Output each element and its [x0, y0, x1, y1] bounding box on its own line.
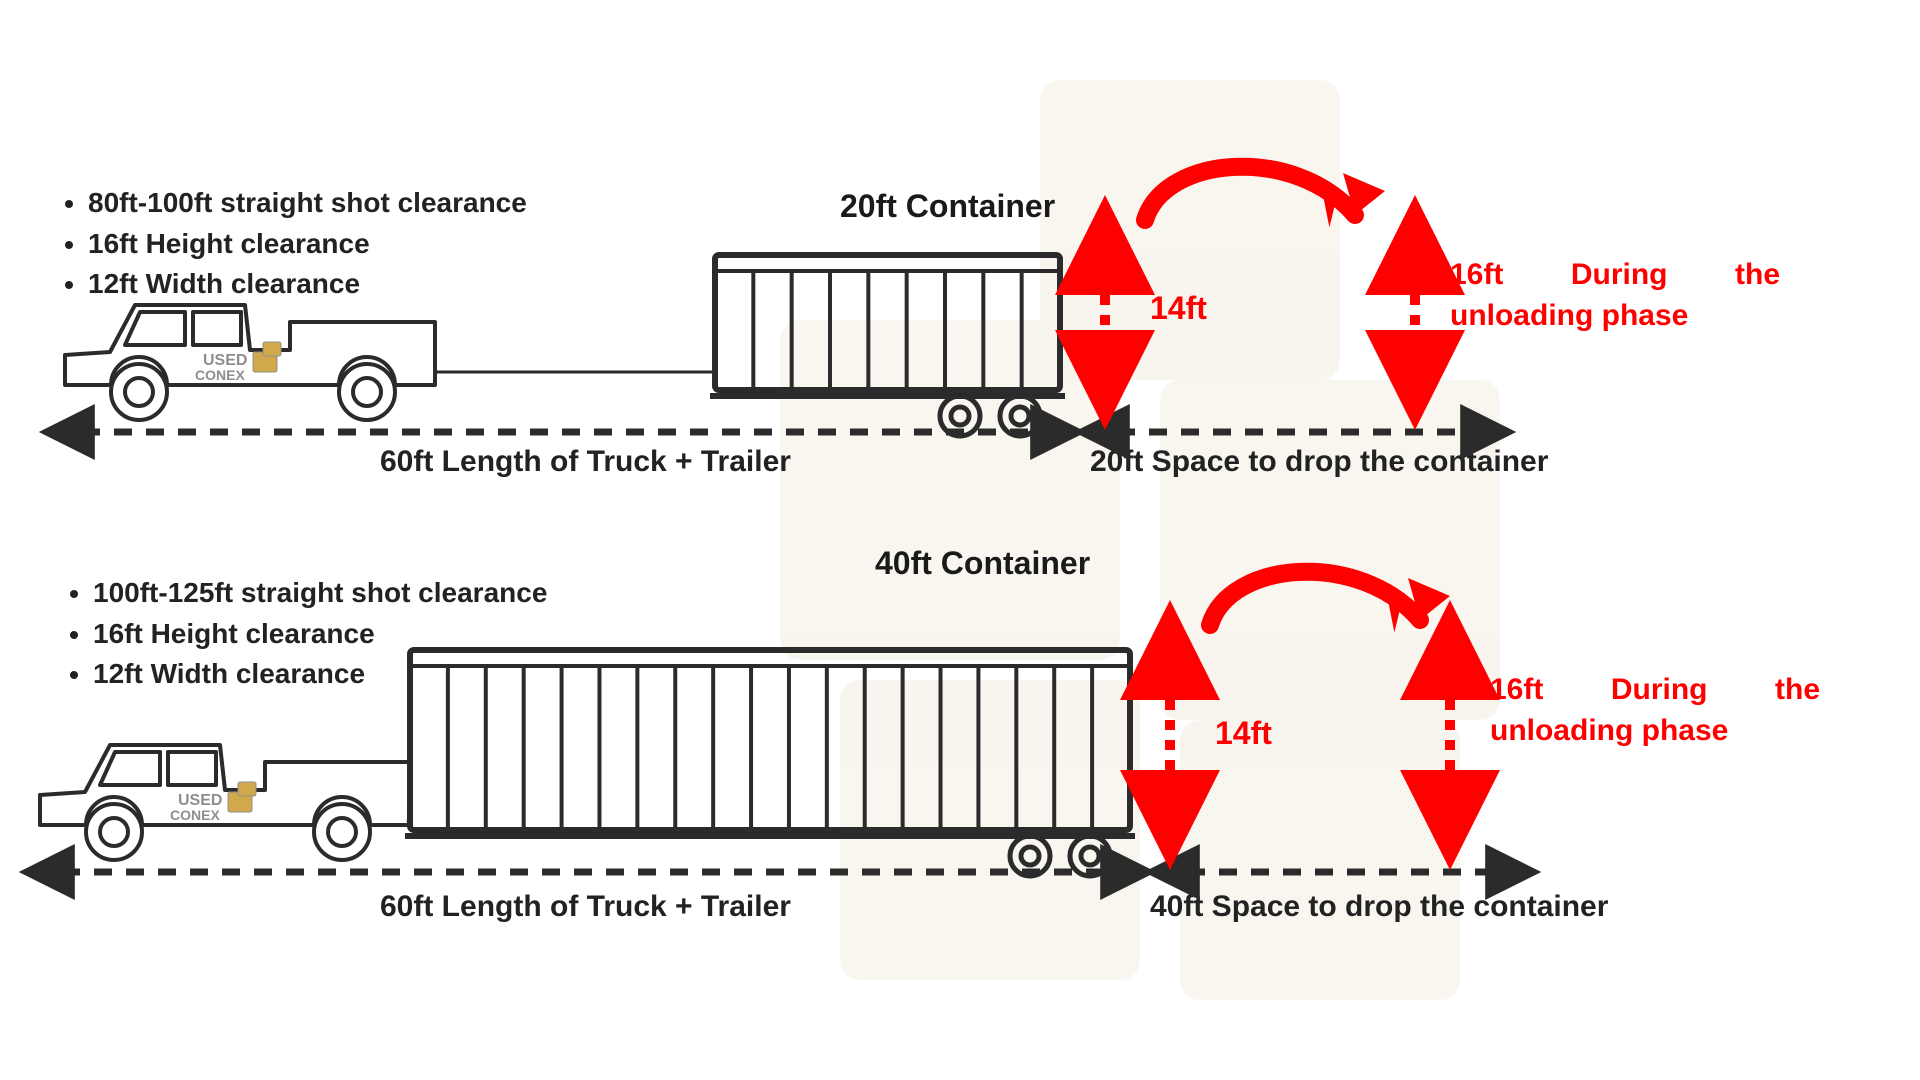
svg-text:CONEX: CONEX — [170, 807, 220, 823]
truck-icon: USEDCONEX — [40, 745, 410, 860]
diagram-stage: 80ft-100ft straight shot clearance 16ft … — [0, 0, 1920, 1080]
diagram-svg-layer: USEDCONEX USEDCONEX — [0, 0, 1920, 1080]
svg-text:CONEX: CONEX — [195, 367, 245, 383]
truck-icon: USEDCONEX — [65, 305, 435, 420]
container-icon — [405, 650, 1135, 876]
container-icon — [710, 255, 1065, 436]
